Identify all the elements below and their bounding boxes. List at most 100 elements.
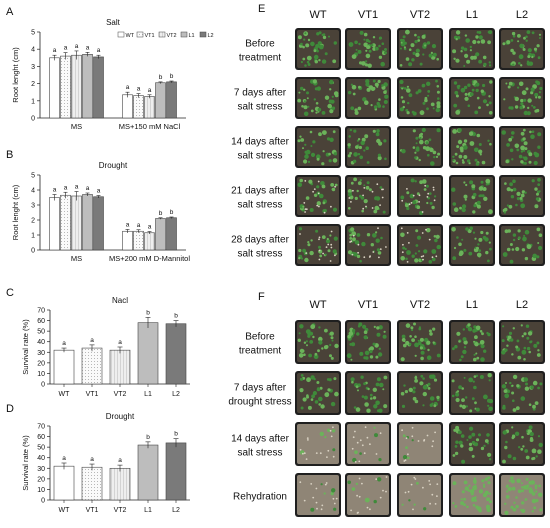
seedling: [507, 454, 512, 459]
seedling: [516, 384, 520, 388]
dead-seedling: [321, 504, 324, 507]
seedling: [515, 496, 518, 499]
seedling: [401, 87, 404, 90]
seedling: [426, 355, 432, 361]
seedling: [400, 391, 405, 396]
seedling: [512, 34, 516, 38]
seedling: [520, 102, 524, 106]
y-tick-label: 50: [37, 329, 45, 336]
dead-seedling: [372, 251, 375, 253]
seedling: [368, 40, 371, 43]
seedling: [485, 183, 488, 186]
dead-seedling: [315, 501, 318, 504]
seedling: [485, 178, 491, 184]
seedling: [535, 499, 539, 503]
dead-seedling: [436, 483, 439, 485]
seedling: [406, 191, 410, 195]
dead-seedling: [417, 440, 420, 442]
seedling: [316, 185, 320, 189]
soil: [399, 79, 441, 117]
seedling: [424, 98, 428, 103]
seedling: [364, 63, 368, 67]
seedling: [527, 55, 531, 59]
dead-seedling: [318, 236, 321, 239]
seedling: [401, 338, 406, 342]
seedling: [532, 106, 536, 109]
seedling: [355, 482, 359, 486]
column-label: VT1: [358, 9, 378, 21]
seedling: [453, 81, 458, 85]
seedling: [520, 482, 523, 485]
seedling: [502, 430, 507, 435]
photo-panels: E WT VT1 VT2 L1 L2 Before treatment 7 days after…: [228, 3, 545, 517]
seedling: [475, 438, 480, 442]
seedling: [474, 496, 477, 499]
seedling: [422, 179, 427, 184]
seedling: [349, 151, 352, 155]
seedling: [503, 389, 508, 393]
seedling: [422, 146, 427, 150]
seedling: [426, 228, 431, 233]
seedling: [427, 94, 430, 97]
seedling: [350, 181, 354, 185]
seedling: [521, 335, 524, 338]
seedling: [319, 254, 323, 258]
seedling: [514, 105, 519, 109]
seedling: [319, 386, 323, 390]
y-tick-label: 5: [31, 173, 35, 180]
seedling: [329, 354, 332, 358]
seedling: [378, 458, 382, 462]
dead-seedling: [369, 508, 371, 511]
seedling: [452, 454, 456, 457]
seedling: [331, 339, 334, 342]
seedling: [515, 406, 520, 411]
seedling: [430, 102, 435, 107]
x-tick-label: L2: [172, 507, 180, 514]
bar: [49, 57, 60, 119]
seedling: [523, 358, 526, 361]
seedling: [410, 326, 414, 330]
seedling: [531, 448, 537, 454]
seedling: [482, 485, 486, 488]
seedling: [524, 449, 529, 453]
seedling: [409, 193, 415, 199]
dead-seedling: [411, 426, 414, 429]
seedling: [453, 57, 456, 60]
seedling: [427, 153, 430, 157]
seedling: [309, 208, 314, 212]
seedling: [360, 196, 365, 200]
seedling: [473, 357, 477, 362]
dead-seedling: [330, 435, 333, 438]
seedling: [463, 340, 468, 345]
soil: [347, 177, 389, 215]
seedling: [367, 63, 372, 68]
dead-seedling: [304, 211, 306, 213]
seedling: [506, 143, 510, 147]
seedling: [538, 33, 542, 36]
seedling: [426, 340, 431, 345]
dead-seedling: [385, 476, 388, 478]
seedling: [351, 84, 357, 90]
seedling: [412, 129, 416, 133]
seedling: [366, 161, 370, 164]
seedling: [372, 342, 376, 346]
seedling: [333, 152, 338, 156]
seedling: [531, 179, 535, 183]
dead-seedling: [303, 452, 306, 455]
seedling: [466, 439, 469, 441]
soil: [451, 226, 493, 264]
seedling: [537, 449, 542, 455]
seedling: [472, 55, 477, 60]
seedling: [414, 399, 419, 404]
dead-seedling: [426, 196, 429, 198]
y-axis-label: Root lenght (cm): [11, 184, 20, 240]
seedling: [518, 54, 524, 60]
dead-seedling: [420, 255, 423, 258]
significance-label: a: [86, 44, 90, 51]
soil: [297, 373, 339, 413]
seedling: [503, 98, 506, 101]
seedling: [538, 484, 541, 488]
seedling: [414, 379, 418, 383]
seedling: [476, 356, 480, 360]
